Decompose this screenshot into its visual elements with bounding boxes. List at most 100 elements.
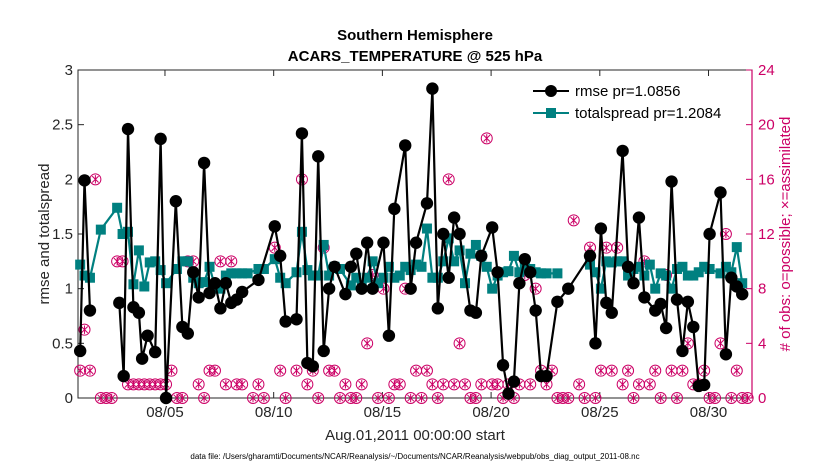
x-tick-label: 08/05 (146, 404, 184, 421)
obs-assimilated-point (173, 393, 181, 403)
totalspread-point (470, 239, 481, 250)
totalspread-point (95, 224, 106, 235)
legend: rmse pr=1.0856 totalspread pr=1.2084 (533, 83, 721, 122)
obs-assimilated-point (553, 393, 561, 403)
obs-assimilated-point (706, 393, 714, 403)
rmse-point (328, 260, 341, 273)
rmse-point (442, 271, 455, 284)
rmse-point (409, 236, 423, 249)
obs-assimilated-point (238, 380, 246, 389)
totalspread-point (133, 245, 144, 256)
obs-possible-point (627, 392, 640, 404)
obs-assimilated-point (276, 366, 284, 375)
rmse-point (475, 249, 488, 263)
totalspread-point (144, 257, 155, 268)
y-axis-left: 0 0.5 1 1.5 2 2.5 3 (52, 62, 84, 407)
totalspread-point (318, 239, 329, 250)
totalspread-point (612, 256, 623, 267)
rmse-point (121, 122, 135, 136)
rmse-point (627, 277, 640, 290)
totalspread-point (307, 270, 318, 281)
obs-assimilated-point (200, 393, 208, 403)
totalspread-point (715, 268, 726, 279)
rmse-point (135, 352, 149, 365)
rmse-point (148, 345, 162, 359)
obs-assimilated-point (673, 393, 681, 403)
y-left-tick-label: 0 (65, 390, 73, 407)
obs-possible-point (654, 392, 667, 404)
obs-assimilated-point (684, 339, 692, 348)
rmse-point (181, 327, 194, 340)
obs-assimilated-point (678, 366, 686, 375)
obs-assimilated-point (211, 366, 219, 375)
rmse-point (437, 227, 450, 241)
obs-assimilated-point (374, 393, 382, 403)
totalspread-point (345, 280, 356, 291)
obs-assimilated-point (385, 393, 393, 403)
y-left-tick-label: 0.5 (52, 335, 73, 352)
totalspread-point (123, 226, 134, 237)
totalspread-point (449, 256, 460, 267)
obs-assimilated-point (494, 380, 502, 389)
rmse-point (306, 360, 320, 373)
obs-possible-point (83, 364, 96, 377)
obs-assimilated-point (417, 393, 426, 403)
obs-assimilated-point (488, 380, 496, 389)
rmse-point (235, 285, 249, 299)
rmse-point (529, 304, 542, 317)
totalspread-point (688, 270, 699, 281)
obs-possible-point (719, 228, 732, 240)
footnote: data file: /Users/gharamti/Documents/NCA… (190, 452, 639, 461)
y-right-tick-label: 8 (758, 281, 766, 298)
obs-assimilated-point (347, 393, 355, 403)
rmse-point (594, 222, 608, 235)
rmse-point (141, 329, 154, 342)
obs-possible-point (605, 364, 618, 377)
rmse-point (73, 344, 87, 358)
obs-assimilated-point (325, 366, 333, 375)
totalspread-point (199, 277, 210, 288)
totalspread-point (704, 263, 715, 274)
obs-possible-point (290, 364, 303, 377)
obs-possible-point (279, 392, 292, 404)
totalspread-point (623, 270, 634, 281)
rmse-point (197, 156, 211, 170)
totalspread-point (220, 270, 231, 281)
rmse-point (317, 344, 330, 358)
rmse-point (290, 313, 303, 326)
rmse-point (736, 287, 749, 301)
totalspread-point (617, 256, 628, 267)
obs-possible-point (301, 378, 314, 391)
rmse-point (360, 236, 374, 249)
obs-assimilated-point (113, 257, 121, 266)
rmse-point (192, 291, 205, 304)
totalspread-point (117, 229, 128, 239)
obs-possible-point (252, 378, 265, 391)
obs-assimilated-point (450, 380, 458, 389)
totalspread-point (508, 250, 519, 261)
y-right-tick-label: 4 (758, 335, 766, 352)
obs-assimilated-point (477, 380, 485, 389)
obs-assimilated-point (108, 393, 116, 403)
totalspread-point (204, 261, 215, 272)
totalspread-point (389, 272, 400, 283)
totalspread-point (296, 226, 307, 237)
obs-possible-point (415, 392, 428, 404)
rmse-point (203, 286, 216, 300)
rmse-point (583, 249, 597, 263)
obs-assimilated-point (575, 380, 583, 389)
obs-possible-point (74, 364, 87, 377)
rmse-point (687, 320, 700, 334)
obs-possible-point (420, 364, 433, 377)
totalspread-point (253, 263, 264, 274)
obs-assimilated-point (146, 380, 154, 389)
totalspread-point (351, 272, 362, 283)
rmse-point (703, 227, 716, 241)
obs-assimilated-point (526, 380, 534, 389)
rmse-point (214, 302, 227, 315)
rmse-point (632, 211, 646, 224)
obs-assimilated-point (597, 366, 605, 375)
totalspread-point (237, 268, 248, 279)
obs-possible-point (355, 378, 368, 391)
totalspread-point (324, 270, 335, 281)
